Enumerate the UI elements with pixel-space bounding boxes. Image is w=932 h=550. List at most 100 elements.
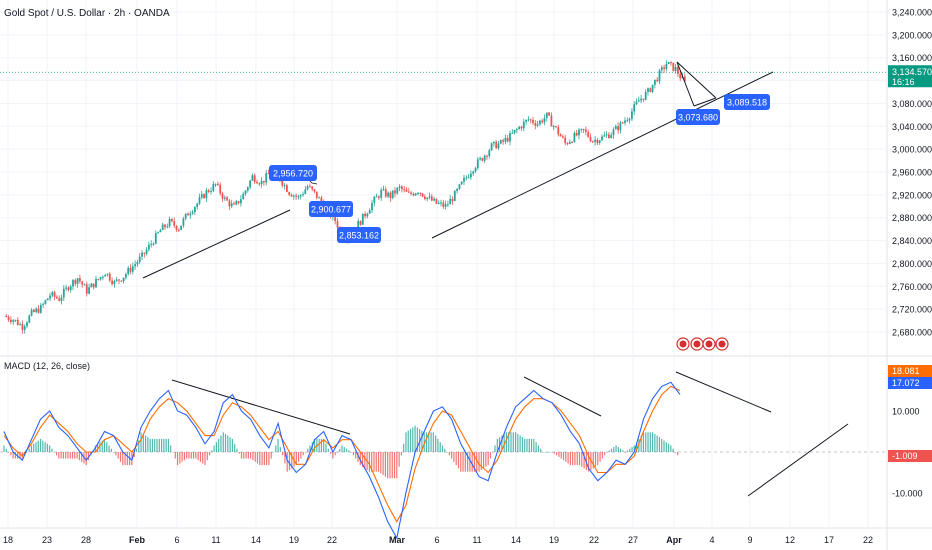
price-pane[interactable] [5, 60, 686, 334]
macd-histogram-bar [519, 435, 521, 452]
macd-histogram-bar [188, 452, 190, 459]
candle-body [256, 181, 258, 184]
price-annotation-box[interactable] [309, 201, 353, 217]
candle-body [449, 198, 452, 205]
macd-histogram-bar [165, 438, 167, 452]
candle-body [122, 277, 125, 282]
price-annotation-box[interactable] [337, 227, 381, 243]
candle-body [375, 196, 378, 198]
candle-body [433, 198, 435, 201]
candle-body [421, 193, 424, 197]
macd-histogram-bar [336, 452, 339, 453]
macd-trendline[interactable] [523, 376, 602, 417]
trendlines[interactable] [142, 61, 849, 497]
macd-histogram-bar [28, 448, 30, 452]
candle-body [506, 137, 509, 142]
candle-body [233, 203, 235, 205]
candle-body [265, 173, 268, 183]
price-annotation-label: 3,073.680 [678, 113, 718, 123]
candle-body [221, 193, 224, 199]
candle-body [161, 224, 164, 231]
time-tick-label: 22 [589, 535, 599, 545]
candle-body [120, 280, 123, 282]
macd-histogram-bar [26, 452, 28, 453]
macd-histogram-bar [329, 452, 332, 454]
price-annotation-box[interactable] [676, 109, 720, 125]
candle-body [476, 159, 479, 169]
candle-body [594, 139, 596, 142]
candle-body [522, 121, 525, 129]
candle-body [302, 193, 304, 196]
candle-body [582, 128, 585, 130]
macd-histogram-bar [44, 442, 46, 452]
candle-body [159, 230, 162, 233]
macd-histogram-bar [229, 437, 231, 452]
macd-histogram-bar [350, 452, 352, 453]
candle-body [184, 213, 187, 219]
last-price-badge[interactable] [888, 65, 932, 88]
candle-body [444, 204, 447, 207]
time-tick-label: 6 [174, 535, 179, 545]
candle-body [240, 199, 242, 204]
macd-trendline[interactable] [747, 423, 849, 497]
candle-body [447, 204, 449, 206]
macd-histogram-bar [245, 452, 247, 459]
candle-body [281, 180, 284, 186]
macd-histogram-bar [97, 443, 99, 452]
candle-body [357, 221, 360, 231]
macd-histogram-bar [508, 432, 510, 452]
candle-body [214, 183, 217, 185]
candle-body [180, 225, 182, 230]
candle-body [610, 135, 613, 139]
candle-body [380, 189, 383, 198]
macd-histogram-bar [320, 438, 323, 452]
candle-body [19, 324, 21, 326]
macd-histogram-bar [46, 443, 48, 452]
macd-histogram-bar [37, 440, 39, 452]
macd-histogram-bar [67, 452, 69, 459]
macd-trendline[interactable] [171, 379, 351, 435]
trendline[interactable] [431, 71, 774, 239]
candle-body [237, 201, 240, 204]
candle-body [458, 184, 461, 189]
candle-body [637, 100, 640, 102]
time-tick-label: 14 [251, 535, 261, 545]
candle-body [12, 320, 15, 322]
axes[interactable]: 2,680.000 2,720.000 2,760.000 2,800.000 2,84… [3, 8, 932, 546]
candle-body [14, 319, 17, 321]
macd-histogram-bar [489, 452, 492, 459]
candle-body [74, 280, 77, 284]
macd-histogram-bar [286, 452, 288, 472]
macd-histogram-bar [613, 447, 615, 452]
signal-line[interactable] [3, 385, 681, 523]
time-tick-label: 18 [3, 535, 13, 545]
candle-body [200, 194, 203, 198]
candle-body [251, 175, 254, 181]
candle-body [125, 274, 127, 278]
macd-histogram-bar [266, 452, 268, 466]
candle-body [683, 76, 686, 82]
candle-body [134, 264, 136, 267]
time-tick-label: Apr [666, 535, 682, 545]
time-tick-label: 6 [434, 535, 439, 545]
macd-histogram-bar [670, 445, 672, 452]
price-annotation-box[interactable] [724, 94, 770, 110]
price-annotation-box[interactable] [269, 165, 317, 181]
macd-pane[interactable] [0, 381, 887, 540]
candle-body [587, 131, 590, 137]
macd-trendline[interactable] [675, 371, 772, 413]
trendline[interactable] [676, 61, 695, 107]
candle-body [60, 297, 63, 301]
histogram-value-badge[interactable] [888, 450, 932, 462]
trendline[interactable] [693, 97, 717, 107]
macd-histogram-bar [583, 452, 585, 469]
macd-histogram-bar [151, 438, 154, 452]
macd-value-badge[interactable] [888, 377, 932, 389]
trendline[interactable] [676, 61, 717, 99]
macd-line[interactable] [3, 381, 681, 540]
candle-body [470, 173, 472, 178]
signal-value-badge[interactable] [888, 365, 932, 377]
trendline[interactable] [142, 209, 291, 279]
macd-histogram-bar [464, 452, 466, 472]
